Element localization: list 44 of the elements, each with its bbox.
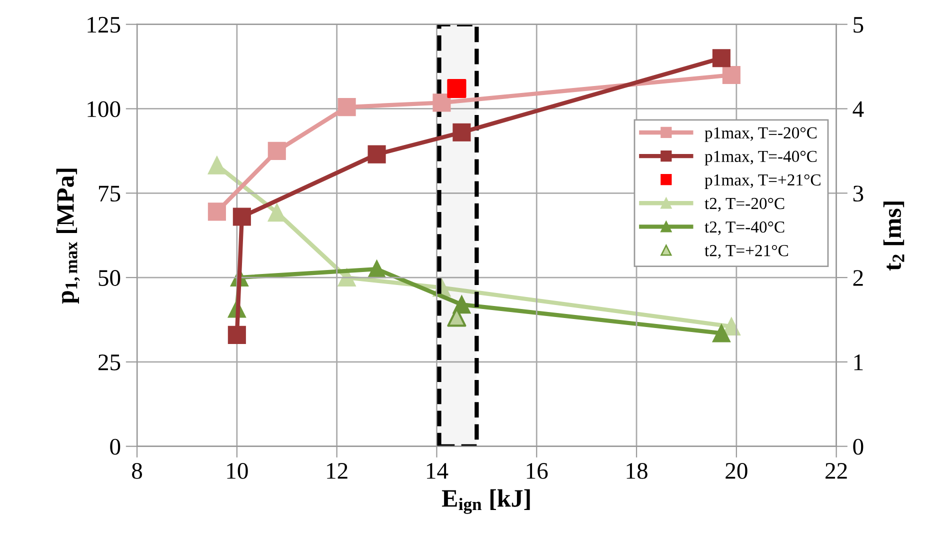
y2-tick-label: 5 <box>854 17 864 33</box>
point <box>712 49 730 68</box>
legend-label: p1max, T=+21°C <box>704 174 820 189</box>
y-tick-label: 125 <box>88 16 120 33</box>
x-tick-label: 14 <box>426 463 448 479</box>
y-tick-label: 100 <box>88 101 120 118</box>
x-tick-label: 12 <box>327 463 348 479</box>
x-tick-label: 20 <box>726 462 748 479</box>
point <box>268 204 286 222</box>
y-tick-label: 25 <box>98 354 120 370</box>
x-tick-label: 10 <box>227 462 248 479</box>
point <box>232 208 251 226</box>
y-tick-label: 75 <box>99 186 120 202</box>
legend-label: t2, T=-20°C <box>704 198 784 212</box>
point <box>208 202 226 221</box>
x-tick-label: 8 <box>132 462 142 479</box>
y2-axis-title: t$_{2}$ [ms] <box>883 202 904 271</box>
legend-label: t2, T=+21°C <box>704 244 788 259</box>
y2-tick-label: 2 <box>853 270 863 286</box>
point <box>368 145 386 164</box>
y2-tick-label: 0 <box>853 438 864 455</box>
y2-tick-label: 1 <box>854 354 863 370</box>
legend-label: t2, T=-40°C <box>704 221 784 236</box>
legend-label: p1max, T=-40°C <box>704 150 817 166</box>
y-tick-label: 50 <box>98 270 120 286</box>
point <box>712 324 730 342</box>
point <box>208 156 226 174</box>
x-tick-label: 18 <box>626 462 648 479</box>
y-tick-label: 0 <box>110 438 120 455</box>
point <box>338 98 356 116</box>
y2-tick-label: 4 <box>852 101 864 117</box>
point <box>447 78 466 98</box>
point <box>268 142 286 160</box>
point <box>722 66 740 84</box>
x-tick-label: 22 <box>826 463 847 479</box>
x-tick-label: 16 <box>526 463 548 479</box>
legend-label: p1max, T=-20°C <box>704 127 817 142</box>
point <box>368 260 386 278</box>
point <box>228 326 246 344</box>
point <box>432 94 451 112</box>
y-axis-title: p$_{1,max}$ [MPa] <box>56 168 80 304</box>
x-axis-title: E$_{ign}$ [kJ] <box>442 489 530 514</box>
point <box>452 123 471 142</box>
y2-tick-label: 3 <box>853 186 864 202</box>
